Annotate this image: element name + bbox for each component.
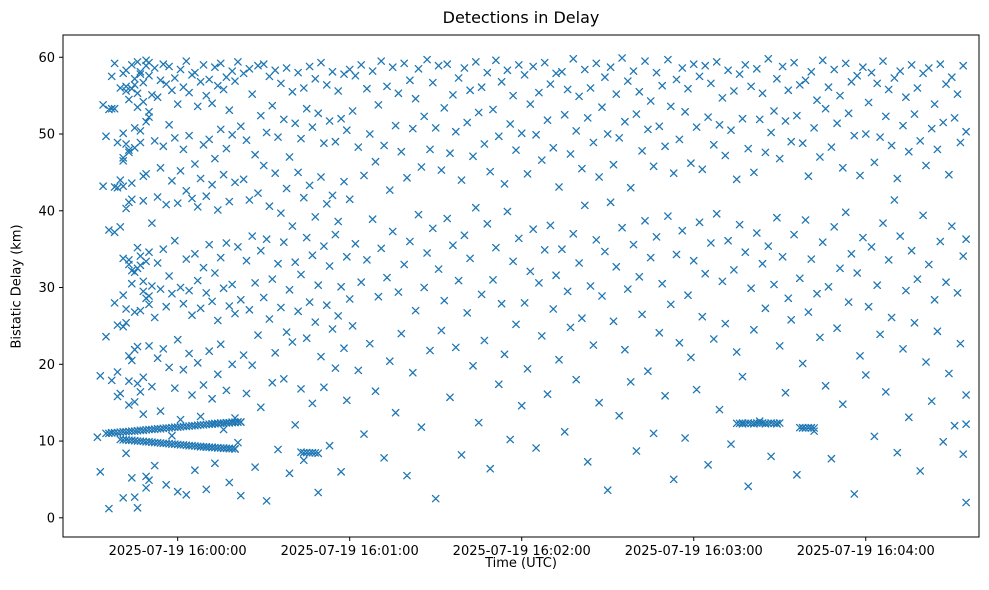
chart-title: Detections in Delay [442,8,600,27]
y-tick-label: 30 [38,281,55,296]
x-tick-label: 2025-07-19 16:01:00 [281,544,419,559]
x-axis-ticks: 2025-07-19 16:00:00 2025-07-19 16:01:00 20… [109,537,935,559]
y-tick-label: 0 [47,511,55,526]
y-tick-label: 60 [38,51,55,66]
x-axis-label: Time (UTC) [485,556,557,571]
x-tick-label: 2025-07-19 16:03:00 [625,544,763,559]
x-tick-label: 2025-07-19 16:04:00 [797,544,935,559]
y-tick-label: 10 [38,435,55,450]
plot-frame [62,34,980,538]
y-tick-label: 50 [38,128,55,143]
y-tick-label: 40 [38,204,55,219]
x-tick-label: 2025-07-19 16:02:00 [453,544,591,559]
scatter-points [93,54,970,513]
y-axis-ticks: 0 10 20 30 40 50 60 [38,51,63,526]
x-tick-label: 2025-07-19 16:00:00 [109,544,247,559]
y-tick-label: 20 [38,358,55,373]
